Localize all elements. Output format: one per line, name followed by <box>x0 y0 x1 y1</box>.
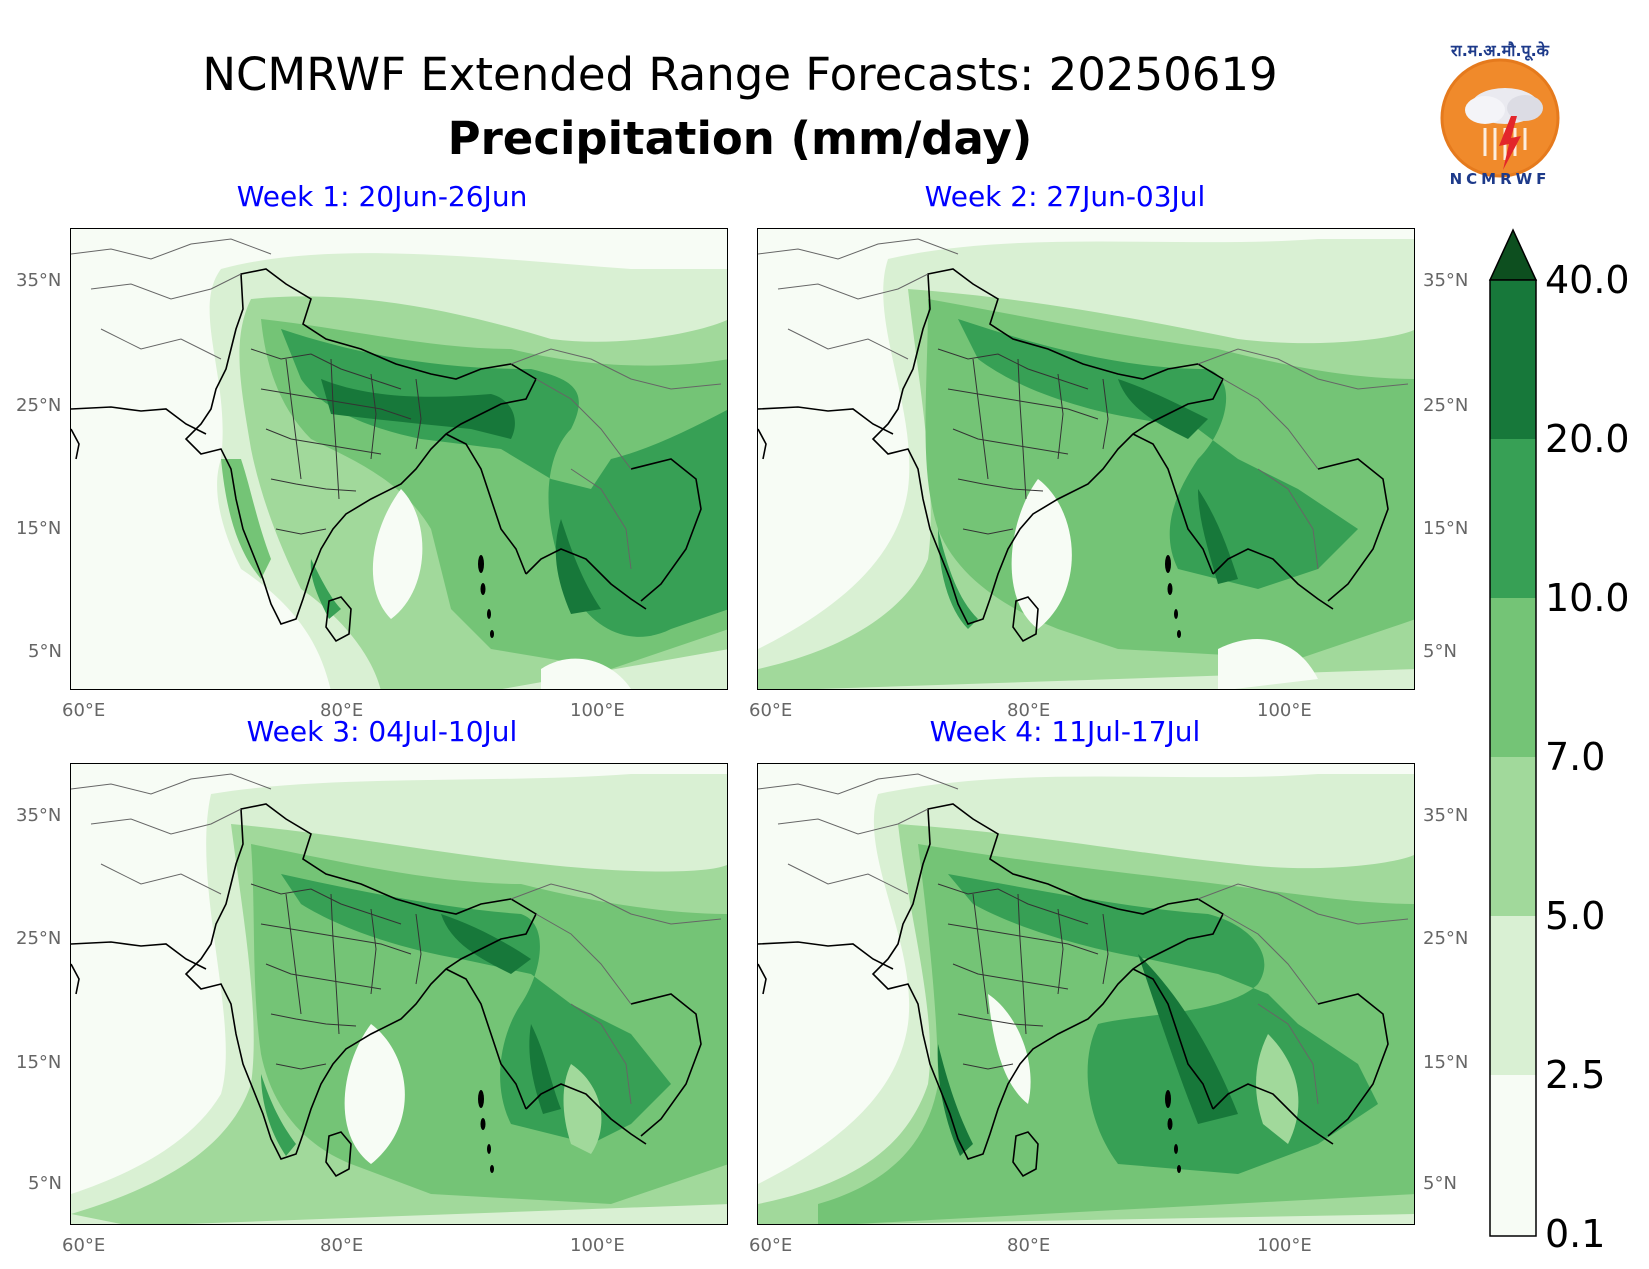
map-week2 <box>757 228 1415 690</box>
lat-label-15n-p4: 15°N <box>1423 1052 1469 1073</box>
colorbar-label-5: 5.0 <box>1545 894 1606 938</box>
map-week1 <box>70 228 728 690</box>
logo-top-text: रा.म.अ.मौ.पू.के <box>1450 41 1550 61</box>
lon-label-100e-p1: 100°E <box>570 700 625 721</box>
colorbar-segment <box>1490 757 1536 916</box>
lon-label-60e-p1: 60°E <box>62 700 106 721</box>
colorbar-segment <box>1490 280 1536 439</box>
page-title: NCMRWF Extended Range Forecasts: 2025061… <box>202 48 1278 101</box>
lon-label-60e-p2: 60°E <box>749 700 793 721</box>
page-subtitle: Precipitation (mm/day) <box>447 112 1033 165</box>
lat-label-15n-p1: 15°N <box>16 518 62 539</box>
colorbar-label-7: 7.0 <box>1545 735 1606 779</box>
colorbar-segment <box>1490 439 1536 598</box>
map-week3 <box>70 763 728 1225</box>
lon-label-60e-p3: 60°E <box>62 1235 106 1256</box>
lat-label-25n-p4: 25°N <box>1423 928 1469 949</box>
panel-title-week4: Week 4: 11Jul-17Jul <box>929 715 1201 748</box>
lon-label-100e-p3: 100°E <box>570 1235 625 1256</box>
lat-label-35n-p3: 35°N <box>16 805 62 826</box>
colorbar-segment <box>1490 598 1536 757</box>
map-week4 <box>757 763 1415 1225</box>
lat-label-5n-p1: 5°N <box>28 641 62 662</box>
colorbar-segment <box>1490 1075 1536 1236</box>
panel-title-week1: Week 1: 20Jun-26Jun <box>236 180 528 213</box>
lat-label-25n-p1: 25°N <box>16 395 62 416</box>
logo-bottom-text: NCMRWF <box>1450 170 1551 188</box>
lat-label-5n-p4: 5°N <box>1423 1173 1457 1194</box>
lat-label-5n-p2: 5°N <box>1423 641 1457 662</box>
colorbar-label-20: 20.0 <box>1545 417 1630 461</box>
colorbar-label-40: 40.0 <box>1545 258 1630 302</box>
colorbar-label-2-5: 2.5 <box>1545 1053 1606 1097</box>
panel-title-week3: Week 3: 04Jul-10Jul <box>246 715 518 748</box>
panel-title-week2: Week 2: 27Jun-03Jul <box>924 180 1206 213</box>
lon-label-60e-p4: 60°E <box>749 1235 793 1256</box>
lat-label-25n-p3: 25°N <box>16 928 62 949</box>
lon-label-80e-p3: 80°E <box>320 1235 364 1256</box>
colorbar-segment <box>1490 916 1536 1075</box>
colorbar-label-10: 10.0 <box>1545 576 1630 620</box>
colorbar-label-0-1: 0.1 <box>1545 1212 1606 1256</box>
lat-label-25n-p2: 25°N <box>1423 395 1469 416</box>
colorbar <box>1488 228 1538 1238</box>
lat-label-35n-p1: 35°N <box>16 270 62 291</box>
lon-label-100e-p2: 100°E <box>1257 700 1312 721</box>
lon-label-100e-p4: 100°E <box>1257 1235 1312 1256</box>
lon-label-80e-p2: 80°E <box>1007 700 1051 721</box>
lat-label-15n-p3: 15°N <box>16 1052 62 1073</box>
lon-label-80e-p1: 80°E <box>320 700 364 721</box>
lat-label-15n-p2: 15°N <box>1423 518 1469 539</box>
colorbar-extend-arrow <box>1488 228 1538 281</box>
lat-label-35n-p2: 35°N <box>1423 270 1469 291</box>
lat-label-5n-p3: 5°N <box>28 1173 62 1194</box>
lon-label-80e-p4: 80°E <box>1007 1235 1051 1256</box>
ncmrwf-logo: रा.म.अ.मौ.पू.के NCMRWF <box>1425 38 1575 188</box>
lat-label-35n-p4: 35°N <box>1423 805 1469 826</box>
